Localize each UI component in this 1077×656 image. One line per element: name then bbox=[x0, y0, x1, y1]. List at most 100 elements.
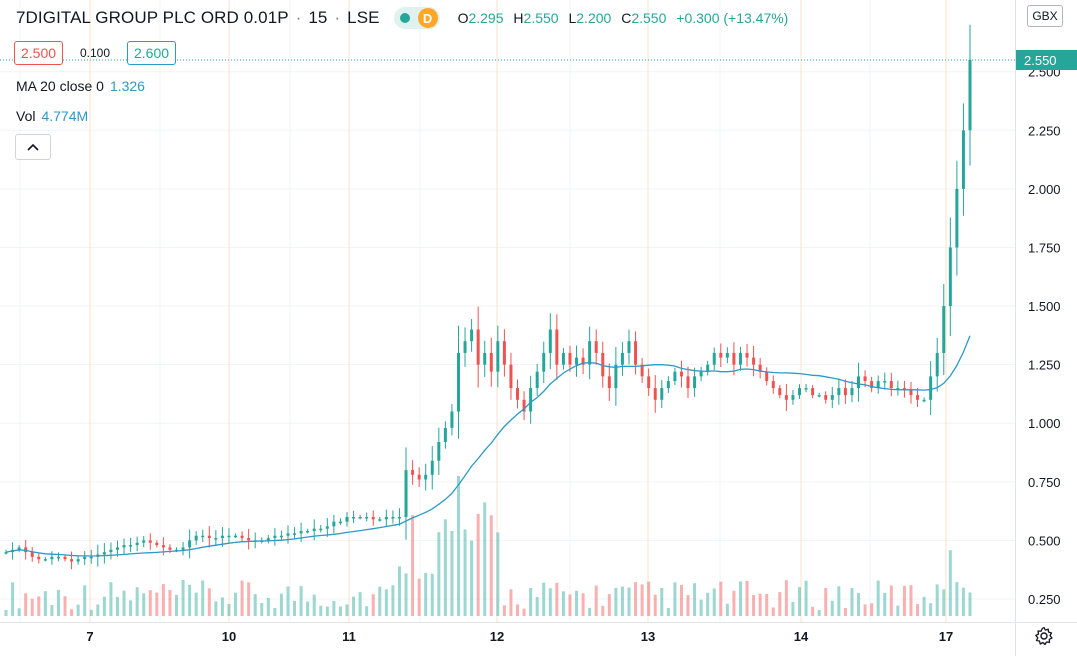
candle-body bbox=[17, 547, 21, 550]
interval-label[interactable]: 15 bbox=[308, 8, 328, 27]
candle-body bbox=[732, 352, 736, 365]
chart-settings-button[interactable] bbox=[1031, 624, 1057, 648]
candle-body bbox=[37, 556, 41, 560]
candle-body bbox=[843, 388, 847, 396]
candle-body bbox=[679, 371, 683, 377]
candle-body bbox=[234, 535, 238, 538]
x-tick-label: 11 bbox=[342, 629, 356, 644]
volume-bar bbox=[234, 592, 238, 616]
candle-body bbox=[450, 411, 454, 428]
candle-body bbox=[142, 540, 146, 543]
volume-bar bbox=[273, 608, 277, 616]
candle-body bbox=[857, 376, 861, 389]
volume-bar bbox=[765, 594, 769, 616]
ma-indicator-legend[interactable]: MA 20 close 0 1.326 bbox=[16, 78, 145, 94]
candle-body bbox=[161, 545, 165, 548]
candle-body bbox=[811, 388, 815, 396]
candle-body bbox=[961, 130, 965, 189]
volume-bar bbox=[679, 584, 683, 616]
volume-bar bbox=[83, 585, 87, 616]
y-tick-label: 2.000 bbox=[1028, 182, 1061, 197]
close-value: 2.550 bbox=[631, 10, 667, 26]
market-open-icon bbox=[399, 13, 410, 23]
buy-price-button[interactable]: 2.600 bbox=[127, 41, 177, 65]
candle-body bbox=[352, 516, 356, 519]
volume-bar bbox=[4, 610, 8, 616]
volume-bar bbox=[109, 582, 113, 616]
candle-body bbox=[653, 388, 657, 400]
low-label: L bbox=[568, 10, 577, 26]
volume-bar bbox=[824, 588, 828, 616]
volume-bar bbox=[450, 531, 454, 616]
sell-price-button[interactable]: 2.500 bbox=[14, 41, 64, 65]
volume-bar bbox=[961, 587, 965, 616]
candle-body bbox=[601, 352, 605, 377]
y-tick-label: 2.250 bbox=[1028, 123, 1061, 138]
volume-bar bbox=[115, 596, 119, 616]
last-price-marker bbox=[1016, 50, 1077, 70]
candle-body bbox=[922, 399, 926, 402]
volume-bar bbox=[30, 598, 34, 616]
volume-bar bbox=[509, 589, 513, 616]
candle-body bbox=[738, 352, 742, 365]
candle-body bbox=[483, 352, 487, 365]
candle-body bbox=[745, 352, 749, 358]
candle-body bbox=[614, 364, 618, 389]
volume-bar bbox=[568, 594, 572, 616]
candle-body bbox=[63, 556, 67, 560]
candle-body bbox=[227, 535, 231, 538]
volume-bar bbox=[758, 593, 762, 616]
volume-bar bbox=[456, 476, 460, 616]
volume-bar bbox=[155, 592, 159, 616]
candle-body bbox=[397, 516, 401, 519]
candle-body bbox=[758, 364, 762, 372]
volume-bar bbox=[325, 606, 329, 616]
candle-body bbox=[581, 357, 585, 365]
candle-body bbox=[830, 395, 834, 400]
candle-body bbox=[371, 516, 375, 520]
open-label: O bbox=[457, 10, 469, 26]
collapse-legend-button[interactable] bbox=[15, 134, 51, 160]
volume-indicator-legend[interactable]: Vol 4.774M bbox=[16, 108, 88, 124]
spread-value: 0.100 bbox=[80, 46, 111, 60]
market-status-badge[interactable]: D bbox=[393, 7, 440, 29]
candle-body bbox=[876, 381, 880, 389]
volume-bar bbox=[797, 587, 801, 616]
volume-bar bbox=[135, 587, 139, 616]
y-tick-label: 1.250 bbox=[1028, 358, 1061, 373]
candle-body bbox=[4, 552, 8, 554]
volume-bar bbox=[345, 604, 349, 616]
volume-bar bbox=[489, 515, 493, 616]
y-tick-label: 0.500 bbox=[1028, 533, 1061, 548]
volume-bar bbox=[738, 581, 742, 616]
volume-bar bbox=[627, 587, 631, 616]
volume-bar bbox=[293, 600, 297, 616]
candle-body bbox=[837, 388, 841, 396]
volume-bar bbox=[575, 590, 579, 616]
volume-bar bbox=[417, 578, 421, 616]
volume-bar bbox=[214, 601, 218, 616]
volume-bar bbox=[732, 590, 736, 616]
candle-body bbox=[516, 388, 520, 400]
currency-label[interactable]: GBX bbox=[1027, 5, 1063, 27]
candle-body bbox=[384, 516, 388, 520]
volume-bar bbox=[620, 586, 624, 616]
volume-bar bbox=[50, 605, 54, 616]
candle-body bbox=[693, 376, 697, 389]
candle-body bbox=[50, 556, 54, 560]
volume-bar bbox=[332, 600, 336, 616]
symbol-title[interactable]: 7DIGITAL GROUP PLC ORD 0.01P bbox=[16, 8, 289, 27]
candle-body bbox=[942, 306, 946, 353]
volume-bar bbox=[404, 573, 408, 616]
candle-body bbox=[725, 352, 729, 358]
candle-body bbox=[424, 474, 428, 480]
volume-bar bbox=[771, 607, 775, 616]
candle-body bbox=[411, 470, 415, 475]
candle-body bbox=[188, 540, 192, 548]
x-tick-label: 13 bbox=[641, 629, 655, 644]
volume-bar bbox=[181, 580, 185, 616]
candle-body bbox=[312, 528, 316, 532]
candle-body bbox=[332, 521, 336, 527]
volume-bar bbox=[384, 589, 388, 616]
